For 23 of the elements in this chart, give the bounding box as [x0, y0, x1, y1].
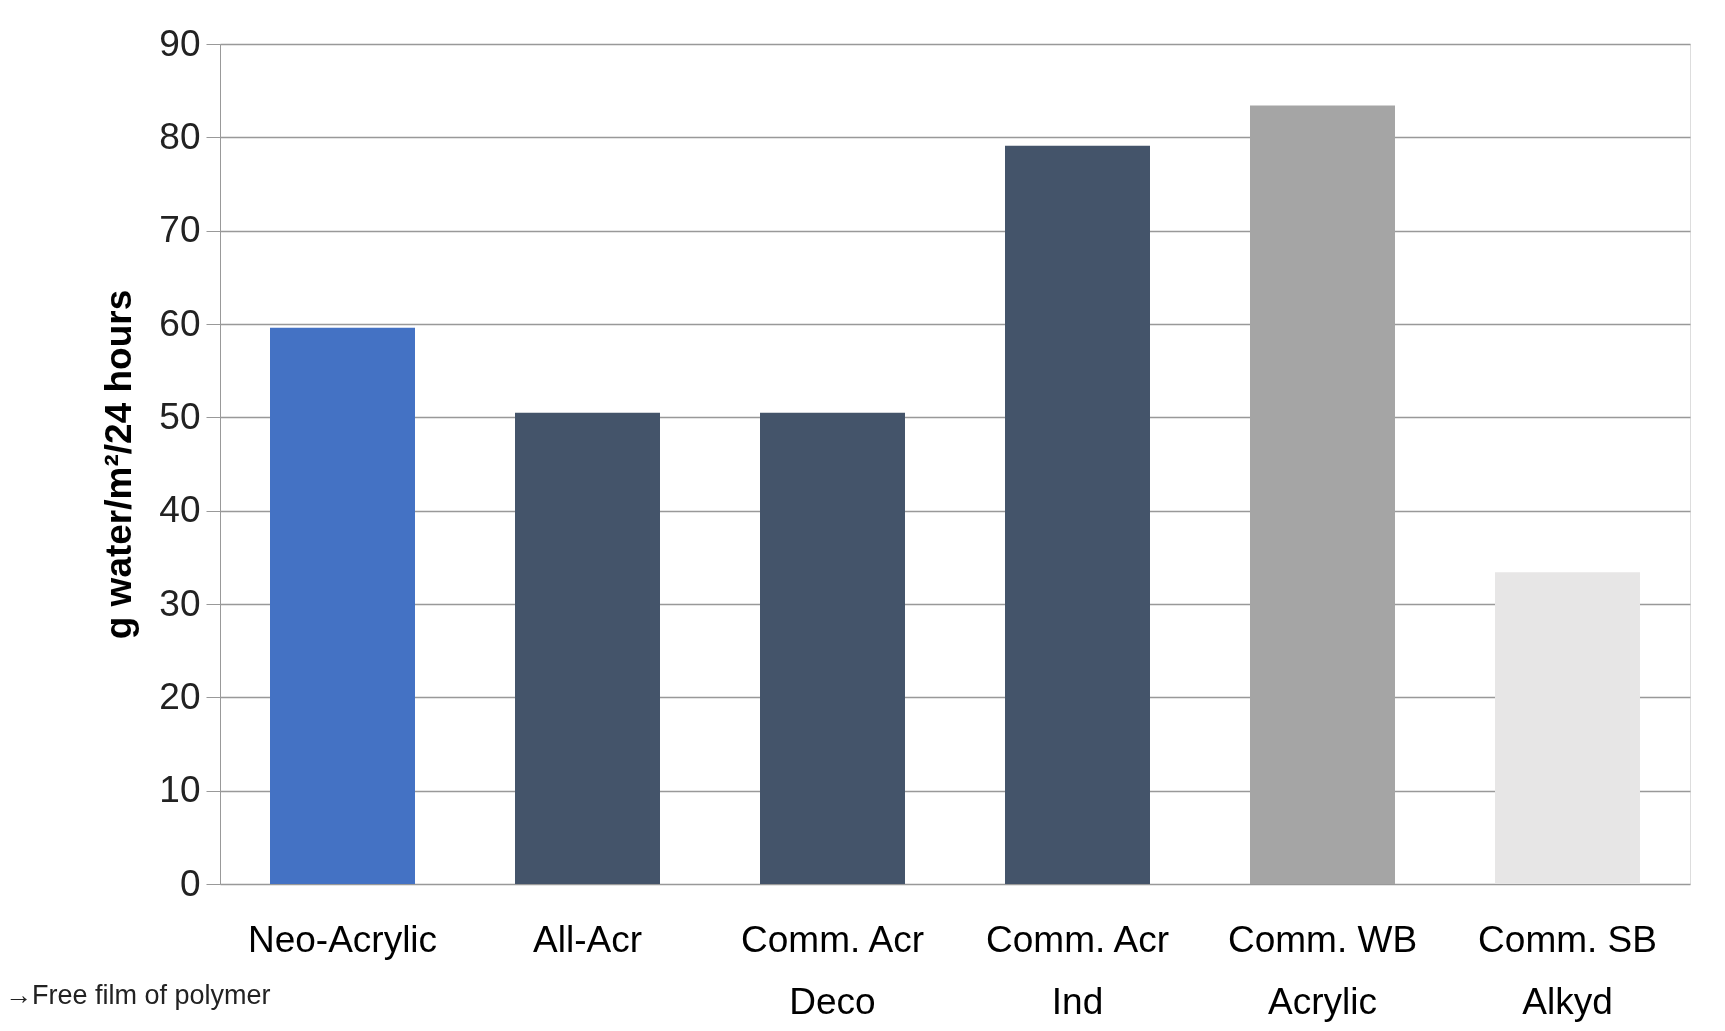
y-tick-label: 40: [159, 489, 201, 531]
x-tick-label: All-Acr: [533, 918, 642, 960]
bar: [1005, 145, 1150, 884]
bar: [1495, 572, 1640, 884]
y-tick-label: 30: [159, 582, 201, 624]
y-tick-label: 80: [159, 115, 201, 157]
x-tick-label: Comm. Acr Deco: [741, 918, 924, 1022]
y-tick-label: 10: [159, 769, 201, 811]
bar: [760, 412, 905, 884]
y-tick-label: 50: [159, 395, 201, 437]
y-tick-label: 70: [159, 209, 201, 251]
x-tick-label: Neo-Acrylic: [247, 918, 438, 960]
x-tick-label: Comm. Acr Ind: [986, 918, 1169, 1022]
y-axis-title: g water/m²/24 hours: [98, 289, 140, 640]
y-tick-label: 60: [159, 302, 201, 344]
x-tick-label: Comm. SB Alkyd: [1478, 918, 1657, 1022]
bar: [270, 327, 415, 884]
y-tick-label: 90: [159, 22, 201, 64]
bar: [515, 412, 660, 884]
y-tick-label: 20: [159, 675, 201, 717]
y-tick-label: 0: [179, 862, 201, 904]
text: →Free film of polymer: [5, 980, 271, 1010]
x-tick-label: Comm. WB Acrylic: [1227, 918, 1418, 1022]
